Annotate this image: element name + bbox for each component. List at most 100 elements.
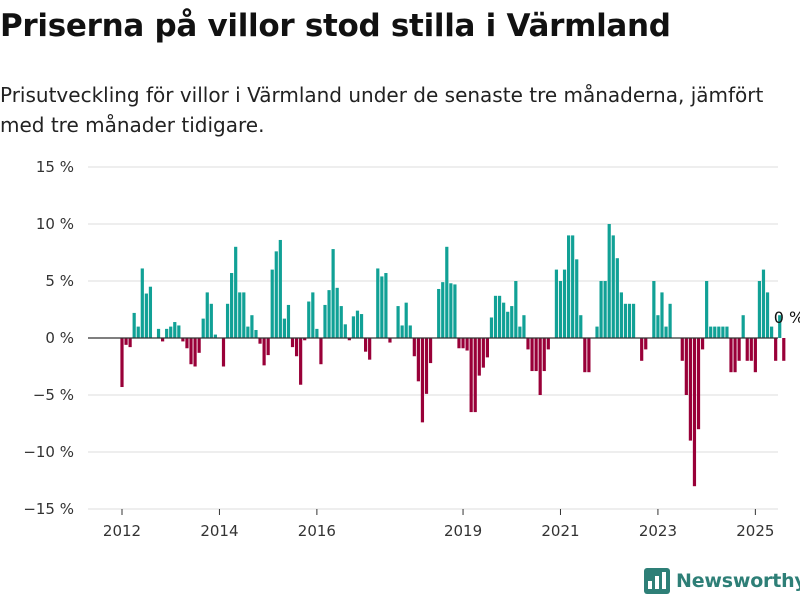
bar xyxy=(209,303,213,338)
bar xyxy=(205,292,209,338)
bar xyxy=(148,286,153,338)
bar xyxy=(623,303,628,338)
bar xyxy=(311,292,315,338)
bar xyxy=(449,283,453,338)
bar xyxy=(286,304,291,338)
bar xyxy=(599,281,603,338)
bar xyxy=(493,295,498,338)
bar xyxy=(396,306,400,338)
bar xyxy=(120,338,124,388)
x-tick-label: 2019 xyxy=(444,522,482,540)
bar xyxy=(165,328,169,338)
bar xyxy=(489,317,494,338)
bar xyxy=(189,338,193,365)
bar xyxy=(299,338,303,385)
bar xyxy=(457,338,461,349)
bar xyxy=(640,338,644,361)
bar xyxy=(266,338,270,356)
bar xyxy=(315,328,319,338)
bar xyxy=(627,303,632,338)
bar xyxy=(664,326,668,338)
bar xyxy=(437,288,441,338)
bar xyxy=(384,273,388,338)
bar xyxy=(368,338,372,360)
bar xyxy=(579,315,583,338)
y-tick-label: 5 % xyxy=(45,272,74,290)
bar xyxy=(526,338,530,350)
bar xyxy=(347,338,351,341)
bar xyxy=(404,302,408,338)
bar xyxy=(319,338,323,365)
bar xyxy=(412,338,416,357)
bar xyxy=(782,338,786,361)
bar xyxy=(506,311,510,338)
bar xyxy=(692,338,697,487)
bar xyxy=(181,338,185,342)
bar xyxy=(290,338,295,348)
bar xyxy=(221,338,226,367)
bar xyxy=(343,324,347,338)
bar xyxy=(380,276,384,338)
bar xyxy=(278,239,282,338)
bar xyxy=(538,338,542,395)
bar xyxy=(737,338,741,361)
bar xyxy=(473,338,477,413)
x-tick-label: 2021 xyxy=(541,522,579,540)
bar xyxy=(144,293,148,338)
bar xyxy=(388,338,392,343)
bar xyxy=(376,268,380,338)
bar xyxy=(733,338,737,373)
bar xyxy=(729,338,733,373)
bar xyxy=(173,322,177,338)
bar xyxy=(270,269,274,338)
bar xyxy=(631,303,636,338)
y-tick-label: 15 % xyxy=(36,158,74,176)
bar xyxy=(603,281,607,338)
bar xyxy=(688,338,692,441)
bar xyxy=(700,338,705,350)
bar xyxy=(530,338,534,372)
bars xyxy=(120,224,786,487)
bar xyxy=(709,326,713,338)
last-value-label: 0 % xyxy=(774,308,800,327)
bar xyxy=(510,306,514,338)
bar xyxy=(684,338,688,395)
bar xyxy=(262,338,266,366)
bar xyxy=(518,326,522,338)
y-tick-label: −10 % xyxy=(23,443,74,461)
bar xyxy=(140,268,144,338)
bar xyxy=(761,269,766,338)
bar xyxy=(575,259,579,338)
y-tick-label: 0 % xyxy=(45,329,74,347)
bar xyxy=(416,338,420,382)
chart-title: Priserna på villor stod stilla i Värmlan… xyxy=(0,8,671,44)
bar xyxy=(274,251,278,338)
bar xyxy=(323,304,327,338)
bar xyxy=(749,338,753,361)
bar xyxy=(546,338,550,350)
annotations: 0 % xyxy=(774,308,800,327)
bar xyxy=(351,316,356,338)
bar xyxy=(497,295,502,338)
bar xyxy=(587,338,591,373)
bar xyxy=(680,338,684,361)
bar xyxy=(185,338,189,349)
bar xyxy=(156,328,161,338)
gridlines xyxy=(88,166,778,510)
bar xyxy=(339,306,343,338)
bar xyxy=(668,303,672,338)
bar xyxy=(355,310,360,338)
bar xyxy=(644,338,648,350)
bar xyxy=(230,273,234,338)
bar xyxy=(250,315,254,338)
bar xyxy=(169,326,173,338)
y-tick-label: −15 % xyxy=(23,500,74,518)
bar xyxy=(656,315,660,338)
bar xyxy=(611,235,615,338)
bar xyxy=(567,235,571,338)
bar xyxy=(307,301,311,338)
x-tick-label: 2023 xyxy=(639,522,677,540)
bar xyxy=(607,224,611,338)
bar xyxy=(481,338,485,368)
